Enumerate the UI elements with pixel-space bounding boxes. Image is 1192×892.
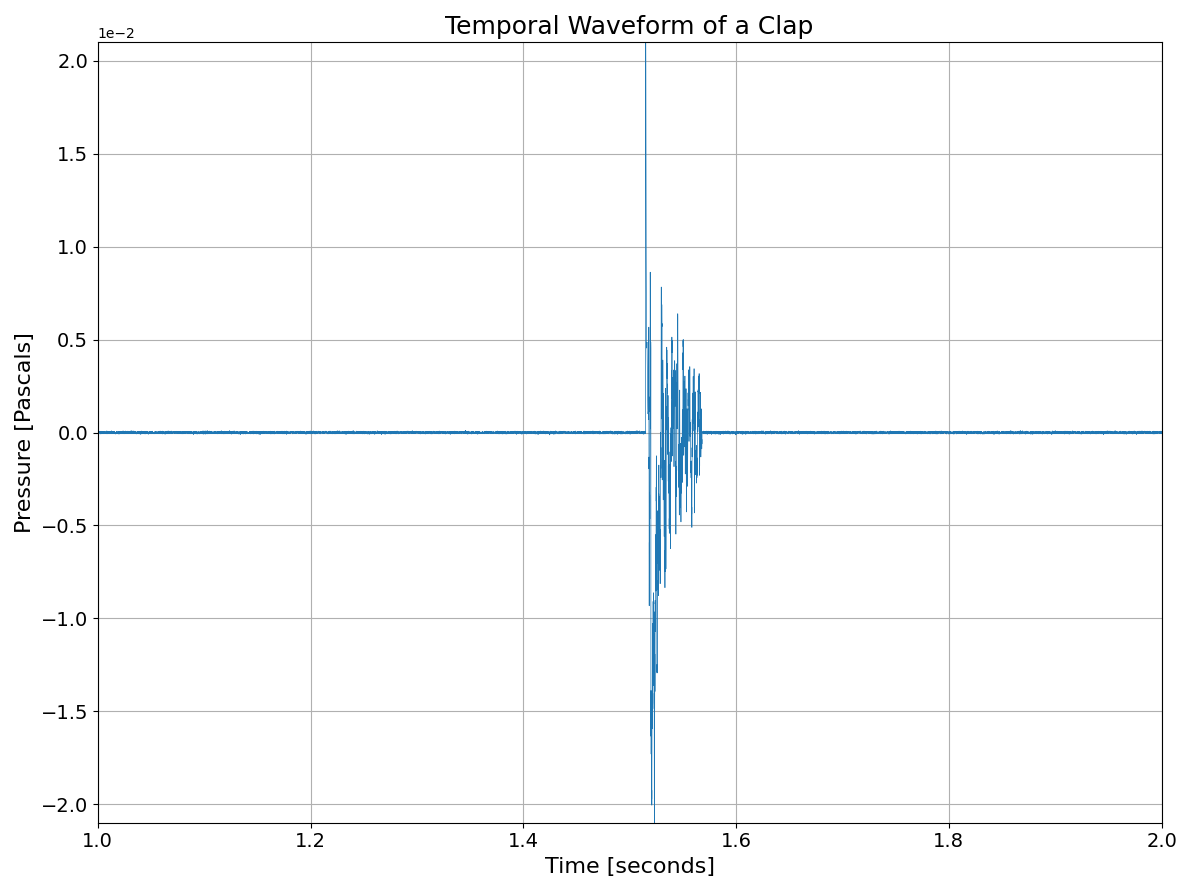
Title: Temporal Waveform of a Clap: Temporal Waveform of a Clap bbox=[446, 15, 814, 39]
X-axis label: Time [seconds]: Time [seconds] bbox=[545, 857, 715, 877]
Y-axis label: Pressure [Pascals]: Pressure [Pascals] bbox=[15, 332, 35, 533]
